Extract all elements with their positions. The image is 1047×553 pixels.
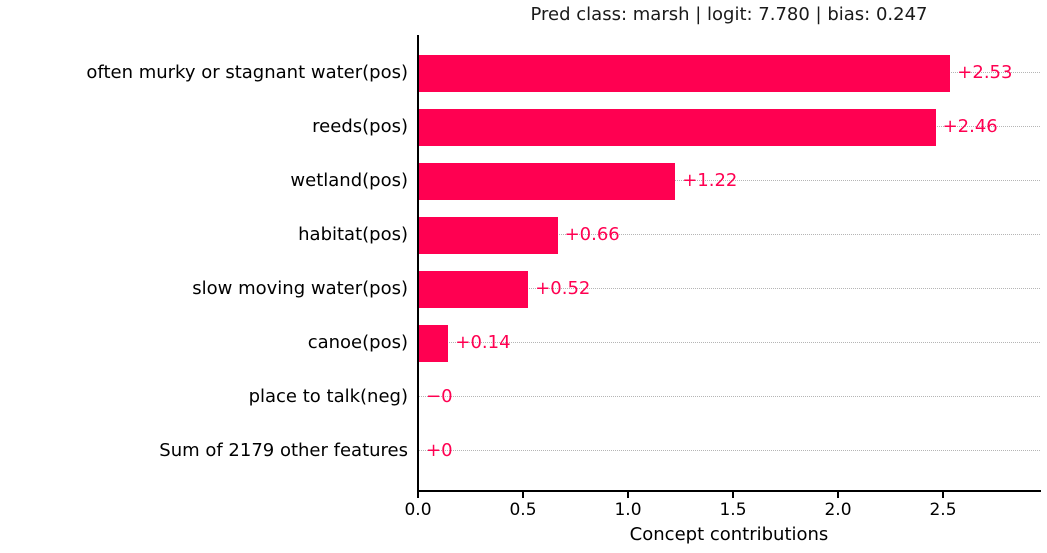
x-tick-mark — [942, 492, 944, 498]
category-label: wetland(pos) — [290, 170, 408, 192]
x-tick-label: 1.5 — [719, 500, 747, 520]
bar-value-label: +1.22 — [682, 170, 738, 192]
x-axis-label: Concept contributions — [629, 524, 829, 545]
x-tick-mark — [837, 492, 839, 498]
category-label: reeds(pos) — [312, 116, 408, 138]
category-label: often murky or stagnant water(pos) — [86, 62, 408, 84]
category-label: Sum of 2179 other features — [159, 440, 408, 462]
gridline — [419, 234, 1040, 235]
bar — [419, 162, 676, 200]
x-tick-label: 0.5 — [509, 500, 537, 520]
gridline — [419, 288, 1040, 289]
gridline — [419, 180, 1040, 181]
bar-value-label: +0 — [426, 440, 453, 462]
plot-area: +2.53 +2.46 +1.22 +0.66 +0.52 +0.14 −0 +0 — [419, 35, 1040, 490]
bar-value-label: +0.66 — [564, 224, 620, 246]
category-label: slow moving water(pos) — [192, 278, 408, 300]
x-tick-label: 1.0 — [614, 500, 642, 520]
gridline — [419, 396, 1040, 397]
x-tick-label: 2.0 — [824, 500, 852, 520]
category-label: canoe(pos) — [307, 332, 408, 354]
x-tick-mark — [627, 492, 629, 498]
x-axis-spine — [417, 490, 1041, 492]
bar-value-label: +2.46 — [942, 116, 998, 138]
bar-value-label: +2.53 — [957, 62, 1013, 84]
category-label: place to talk(neg) — [248, 386, 408, 408]
bar — [419, 270, 529, 308]
bar-value-label: +0.14 — [455, 332, 511, 354]
chart-title: Pred class: marsh | logit: 7.780 | bias:… — [530, 4, 928, 25]
y-axis-tick-labels: often murky or stagnant water(pos) reeds(… — [0, 35, 408, 490]
bar — [419, 324, 449, 362]
y-axis-spine — [417, 35, 419, 492]
gridline — [419, 450, 1040, 451]
bar — [419, 54, 951, 92]
x-tick-mark — [522, 492, 524, 498]
bar — [419, 108, 936, 146]
gridline — [419, 342, 1040, 343]
x-tick-mark — [417, 492, 419, 498]
bar-value-label: −0 — [426, 386, 453, 408]
bar-value-label: +0.52 — [535, 278, 591, 300]
x-tick-mark — [732, 492, 734, 498]
category-label: habitat(pos) — [298, 224, 408, 246]
x-tick-label: 2.5 — [929, 500, 957, 520]
x-tick-label: 0.0 — [404, 500, 432, 520]
bar — [419, 216, 558, 254]
